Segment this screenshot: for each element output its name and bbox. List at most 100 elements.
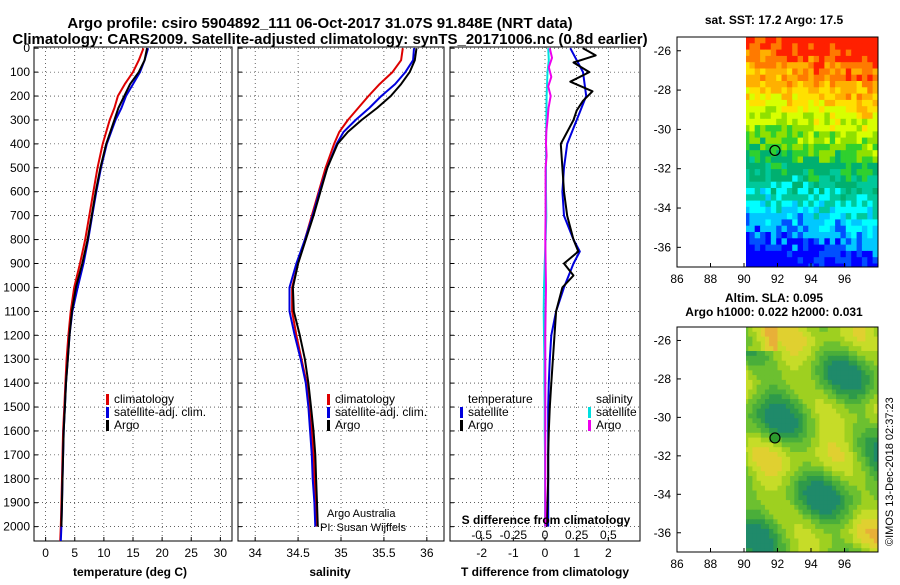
- sst-cell: [878, 175, 884, 182]
- sla-cell: [857, 389, 862, 395]
- sst-cell: [786, 188, 793, 195]
- lon-tick-label: 96: [838, 557, 852, 571]
- sla-cell: [811, 394, 816, 400]
- sla-cell: [861, 399, 866, 405]
- sla-cell: [802, 365, 808, 371]
- sst-cell: [851, 62, 857, 69]
- sla-cell: [873, 509, 878, 515]
- sla-cell: [769, 351, 774, 357]
- sla-cell: [760, 355, 766, 361]
- sla-cell: [823, 480, 829, 486]
- legend-label-climatology: climatology: [114, 392, 174, 406]
- sla-cell: [857, 375, 862, 381]
- sla-cell: [777, 331, 783, 337]
- sst-cell: [856, 137, 863, 145]
- sst-cell: [754, 181, 761, 189]
- sla-cell: [756, 384, 762, 390]
- sla-cell: [852, 495, 858, 501]
- sla-cell: [815, 461, 820, 467]
- sst-cell: [813, 219, 820, 227]
- sst-cell: [845, 37, 852, 44]
- sla-cell: [756, 509, 762, 515]
- sst-cell: [861, 112, 868, 120]
- sla-cell: [777, 476, 783, 482]
- sla-cell: [861, 360, 866, 366]
- sla-cell: [836, 360, 841, 366]
- sla-cell: [865, 447, 870, 453]
- sst-cell: [803, 225, 809, 233]
- sla-cell: [785, 456, 791, 462]
- sst-cell: [754, 219, 761, 227]
- sla-cell: [844, 447, 850, 453]
- sla-cell: [764, 360, 770, 366]
- sla-cell: [873, 500, 878, 506]
- lon-tick-label: 88: [704, 272, 718, 286]
- sla-cell: [806, 360, 812, 366]
- sla-cell: [760, 442, 766, 448]
- sst-cell: [808, 81, 815, 88]
- sla-cell: [819, 504, 824, 511]
- sst-cell: [835, 49, 841, 57]
- sla-cell: [857, 461, 862, 467]
- sla-cell: [831, 514, 837, 520]
- sst-cell: [749, 263, 756, 267]
- legend-swatch-s-satellite: [588, 407, 591, 418]
- sla-cell: [802, 355, 808, 361]
- sst-cell: [808, 99, 815, 107]
- sst-cell: [845, 181, 852, 189]
- sla-cell: [746, 471, 749, 477]
- sst-cell: [867, 156, 874, 164]
- sla-cell: [869, 355, 875, 361]
- lat-tick-label: -36: [654, 526, 672, 540]
- sla-cell: [873, 548, 878, 552]
- sst-cell: [861, 188, 868, 195]
- lon-tick-label: 88: [704, 557, 718, 571]
- sla-cell: [773, 379, 778, 386]
- sst-cell: [856, 81, 863, 88]
- sst-cell: [872, 37, 878, 44]
- sst-cell: [781, 188, 788, 195]
- sla-cell: [844, 428, 850, 434]
- sla-cell: [781, 351, 787, 357]
- sst-cell: [819, 49, 825, 57]
- sst-cell: [749, 194, 756, 201]
- sst-cell: [781, 250, 788, 258]
- sst-cell: [797, 68, 804, 76]
- series-line-s-argo: [544, 47, 553, 527]
- sla-cell: [777, 365, 783, 371]
- sst-cell: [746, 43, 750, 50]
- sla-cell: [823, 514, 829, 520]
- sla-cell: [861, 370, 866, 376]
- sst-cell: [760, 118, 766, 126]
- sst-cell: [786, 250, 793, 258]
- sst-cell: [797, 99, 804, 107]
- sla-cell: [869, 495, 875, 501]
- sst-cell: [872, 206, 878, 214]
- sla-cell: [752, 514, 757, 520]
- sla-cell: [815, 341, 820, 347]
- sla-cell: [869, 471, 875, 477]
- sla-cell: [746, 379, 749, 386]
- sla-cell: [827, 413, 833, 419]
- sla-cell: [831, 461, 837, 467]
- sla-cell: [844, 519, 850, 525]
- sla-cell: [777, 394, 783, 400]
- sst-cell: [845, 81, 852, 88]
- sst-cell: [856, 162, 863, 170]
- sla-cell: [806, 379, 812, 386]
- sst-cell: [861, 106, 868, 113]
- sst-cell: [797, 37, 804, 44]
- sla-cell: [790, 456, 795, 462]
- sst-cell: [813, 137, 820, 145]
- sla-cell: [869, 452, 875, 458]
- sst-cell: [776, 244, 782, 252]
- sla-cell: [848, 408, 854, 414]
- sst-cell: [819, 55, 825, 63]
- sst-cell: [878, 194, 884, 201]
- sla-cell: [781, 336, 787, 342]
- sla-cell: [827, 548, 833, 552]
- sst-cell: [786, 43, 793, 50]
- sla-cell: [857, 403, 862, 410]
- sla-cell: [746, 375, 749, 381]
- sst-cell: [835, 93, 841, 101]
